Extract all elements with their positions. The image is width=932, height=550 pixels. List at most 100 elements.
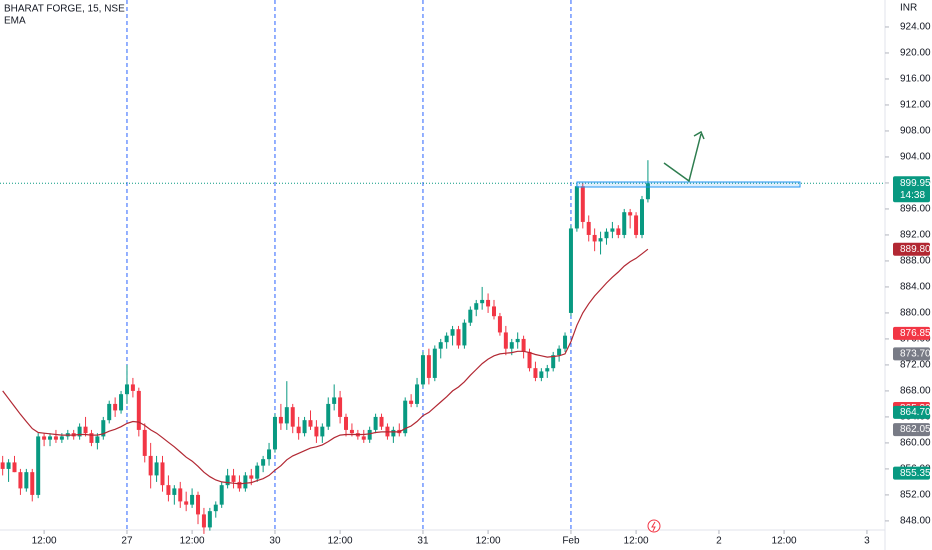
y-tick-label: 908.00	[900, 126, 931, 137]
candle-body	[480, 299, 485, 304]
rectangle-drawing[interactable]	[576, 181, 801, 188]
candle-body	[0, 462, 5, 469]
candle-body	[344, 416, 349, 430]
candle-body	[628, 212, 633, 216]
candle-body	[509, 342, 514, 349]
candle-body	[645, 183, 650, 200]
candle-body	[148, 455, 153, 476]
price-label: 889.80	[900, 244, 931, 255]
event-icon-bolt	[651, 521, 656, 532]
y-tick-label: 912.00	[900, 100, 931, 111]
candle-body	[361, 436, 366, 440]
candle-body	[53, 436, 58, 440]
candle-body	[42, 436, 47, 440]
price-label: 864.70	[900, 407, 931, 418]
candle-body	[610, 228, 615, 232]
candle-body	[124, 384, 129, 395]
candle-body	[314, 426, 319, 437]
y-tick-label: 916.00	[900, 74, 931, 85]
y-tick-label: 852.00	[900, 490, 931, 501]
y-tick-label: 892.00	[900, 230, 931, 241]
candle-body	[154, 462, 159, 476]
candle-body	[533, 368, 538, 378]
y-tick-label: 884.00	[900, 282, 931, 293]
candle-body	[107, 403, 112, 421]
candle-body	[379, 416, 384, 427]
price-label-box	[893, 347, 930, 361]
y-tick-label: 872.00	[900, 360, 931, 371]
path-drawing[interactable]	[663, 133, 702, 183]
candle-body	[391, 429, 396, 437]
x-tick-label: 30	[269, 536, 281, 547]
candle-body	[6, 462, 11, 469]
candle-body	[456, 329, 461, 346]
candle-body	[237, 481, 242, 489]
ema-line	[2, 248, 649, 485]
candle-body	[284, 407, 289, 424]
candle-body	[474, 303, 479, 310]
candle-body	[213, 504, 218, 512]
candle-body	[18, 472, 23, 489]
candle-body	[219, 485, 224, 505]
candle-body	[592, 234, 597, 242]
countdown-label: 14:38	[900, 190, 925, 201]
x-tick-label: 12:00	[772, 536, 797, 547]
y-tick-label: 888.00	[900, 256, 931, 267]
candle-body	[639, 199, 644, 235]
candle-body	[332, 397, 337, 404]
x-tick-label: 31	[417, 536, 429, 547]
candle-body	[89, 433, 94, 443]
candle-body	[521, 338, 526, 352]
candle-body	[160, 462, 165, 486]
x-tick-label: 12:00	[32, 536, 57, 547]
candle-body	[136, 390, 141, 430]
candle-body	[622, 212, 627, 235]
candle-body	[403, 400, 408, 434]
candle-body	[83, 426, 88, 434]
y-tick-label: 868.00	[900, 386, 931, 397]
last-price-label: 899.95	[900, 178, 931, 189]
candle-body	[438, 342, 443, 349]
candle-body	[367, 429, 372, 440]
candle-body	[196, 494, 201, 515]
price-label: 855.35	[900, 468, 931, 479]
candle-body	[444, 335, 449, 343]
candle-body	[426, 355, 431, 378]
price-label-box	[893, 326, 930, 340]
y-tick-label: 860.00	[900, 438, 931, 449]
event-icon[interactable]	[647, 519, 661, 533]
candle-body	[190, 494, 195, 505]
candle-body	[178, 488, 183, 502]
candle-body	[415, 384, 420, 404]
x-tick-label: 2	[716, 536, 722, 547]
candle-body	[420, 355, 425, 385]
candle-body	[492, 306, 497, 317]
x-tick-label: Feb	[562, 536, 580, 547]
candle-body	[77, 426, 82, 437]
candle-body	[568, 228, 573, 313]
candle-body	[527, 351, 532, 369]
x-tick-label: 12:00	[328, 536, 353, 547]
candle-body	[267, 449, 272, 460]
price-label: 876.85	[900, 328, 931, 339]
candle-body	[409, 400, 414, 404]
candle-body	[539, 371, 544, 378]
candle-body	[290, 407, 295, 427]
candle-body	[302, 420, 307, 434]
candle-body	[497, 316, 502, 333]
candle-body	[184, 501, 189, 505]
candle-body	[338, 397, 343, 417]
candle-body	[296, 426, 301, 434]
y-tick-label: 920.00	[900, 48, 931, 59]
candle-body	[634, 215, 639, 235]
candle-body	[261, 459, 266, 466]
candle-body	[95, 436, 100, 443]
candle-body	[557, 348, 562, 356]
candle-body	[243, 475, 248, 489]
candle-body	[48, 436, 53, 440]
candle-body	[320, 426, 325, 437]
candle-body	[36, 436, 41, 495]
